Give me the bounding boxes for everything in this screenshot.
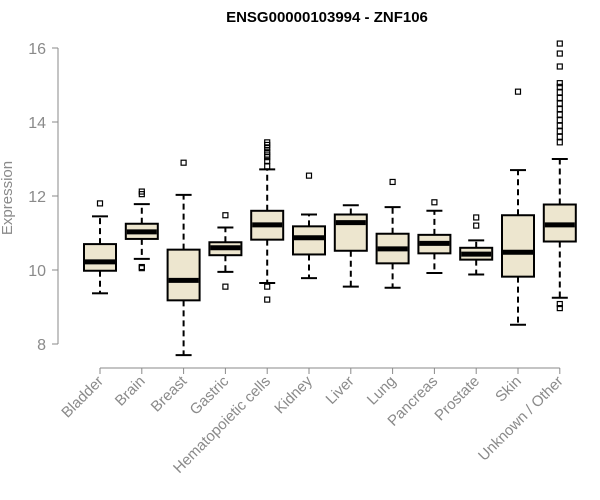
outlier-point [556, 128, 563, 135]
outlier-point [556, 50, 563, 57]
y-axis-label: Expression [0, 161, 16, 235]
outlier-point [556, 111, 563, 118]
y-tick-label: 12 [28, 189, 46, 206]
outlier-point [556, 117, 563, 124]
boxes-group [83, 40, 577, 357]
iqr-box [333, 213, 368, 252]
y-axis: 8 10 12 14 16 [28, 41, 59, 354]
box-skin [501, 88, 535, 326]
outlier-point [431, 199, 438, 206]
y-tick-label: 10 [28, 263, 46, 280]
outlier-point [556, 139, 563, 146]
x-tick-label: Kidney [271, 372, 316, 417]
x-tick-label: Lung [364, 373, 400, 409]
y-tick-label: 14 [28, 115, 46, 132]
y-tick-label: 8 [37, 337, 46, 354]
box-bladder [83, 200, 117, 295]
outlier-point [389, 178, 396, 186]
outlier-point [514, 88, 522, 95]
box-prostate [459, 214, 494, 276]
outlier-point [222, 283, 229, 290]
outlier-point [96, 200, 104, 207]
outlier-point [556, 83, 563, 90]
iqr-box [166, 248, 201, 302]
outlier-point [305, 172, 313, 179]
box-hematopoietic-cells [250, 139, 285, 303]
outlier-point [222, 212, 229, 219]
outlier-point [473, 222, 480, 229]
outlier-point [138, 263, 145, 271]
box-brain [124, 188, 159, 272]
outlier-point [264, 163, 271, 170]
outlier-point [180, 159, 187, 166]
outlier-point [556, 63, 563, 70]
chart-title: ENSG00000103994 - ZNF106 [226, 9, 428, 26]
outlier-point [556, 133, 563, 140]
outlier-point [556, 40, 563, 47]
box-pancreas [417, 199, 452, 274]
box-gastric [208, 212, 243, 290]
x-tick-label: Prostate [431, 373, 483, 425]
y-tick-label: 16 [28, 41, 46, 58]
x-tick-label: Brain [112, 373, 149, 410]
outlier-point [556, 305, 563, 312]
x-tick-label: Skin [492, 373, 525, 406]
iqr-box [292, 225, 326, 256]
outlier-point [264, 148, 271, 155]
outlier-point [556, 100, 563, 107]
outlier-point [264, 157, 271, 164]
outlier-point [556, 105, 563, 113]
outlier-point [556, 94, 563, 102]
outlier-point [473, 214, 480, 221]
iqr-box [501, 214, 535, 278]
box-liver [333, 204, 368, 288]
iqr-box [83, 243, 117, 272]
outlier-point [138, 188, 145, 195]
box-breast [166, 159, 201, 357]
box-unknown-other [542, 40, 577, 312]
outlier-point [264, 139, 271, 146]
outlier-point [264, 283, 271, 290]
outlier-point [556, 89, 563, 96]
x-tick-label: Breast [148, 372, 191, 415]
box-kidney [292, 172, 326, 280]
outlier-point [556, 300, 563, 308]
x-tick-label: Bladder [58, 373, 107, 422]
outlier-point [556, 80, 563, 87]
x-tick-label: Liver [323, 373, 358, 408]
outlier-point [264, 296, 271, 303]
box-lung [375, 178, 410, 289]
outlier-point [556, 122, 563, 129]
